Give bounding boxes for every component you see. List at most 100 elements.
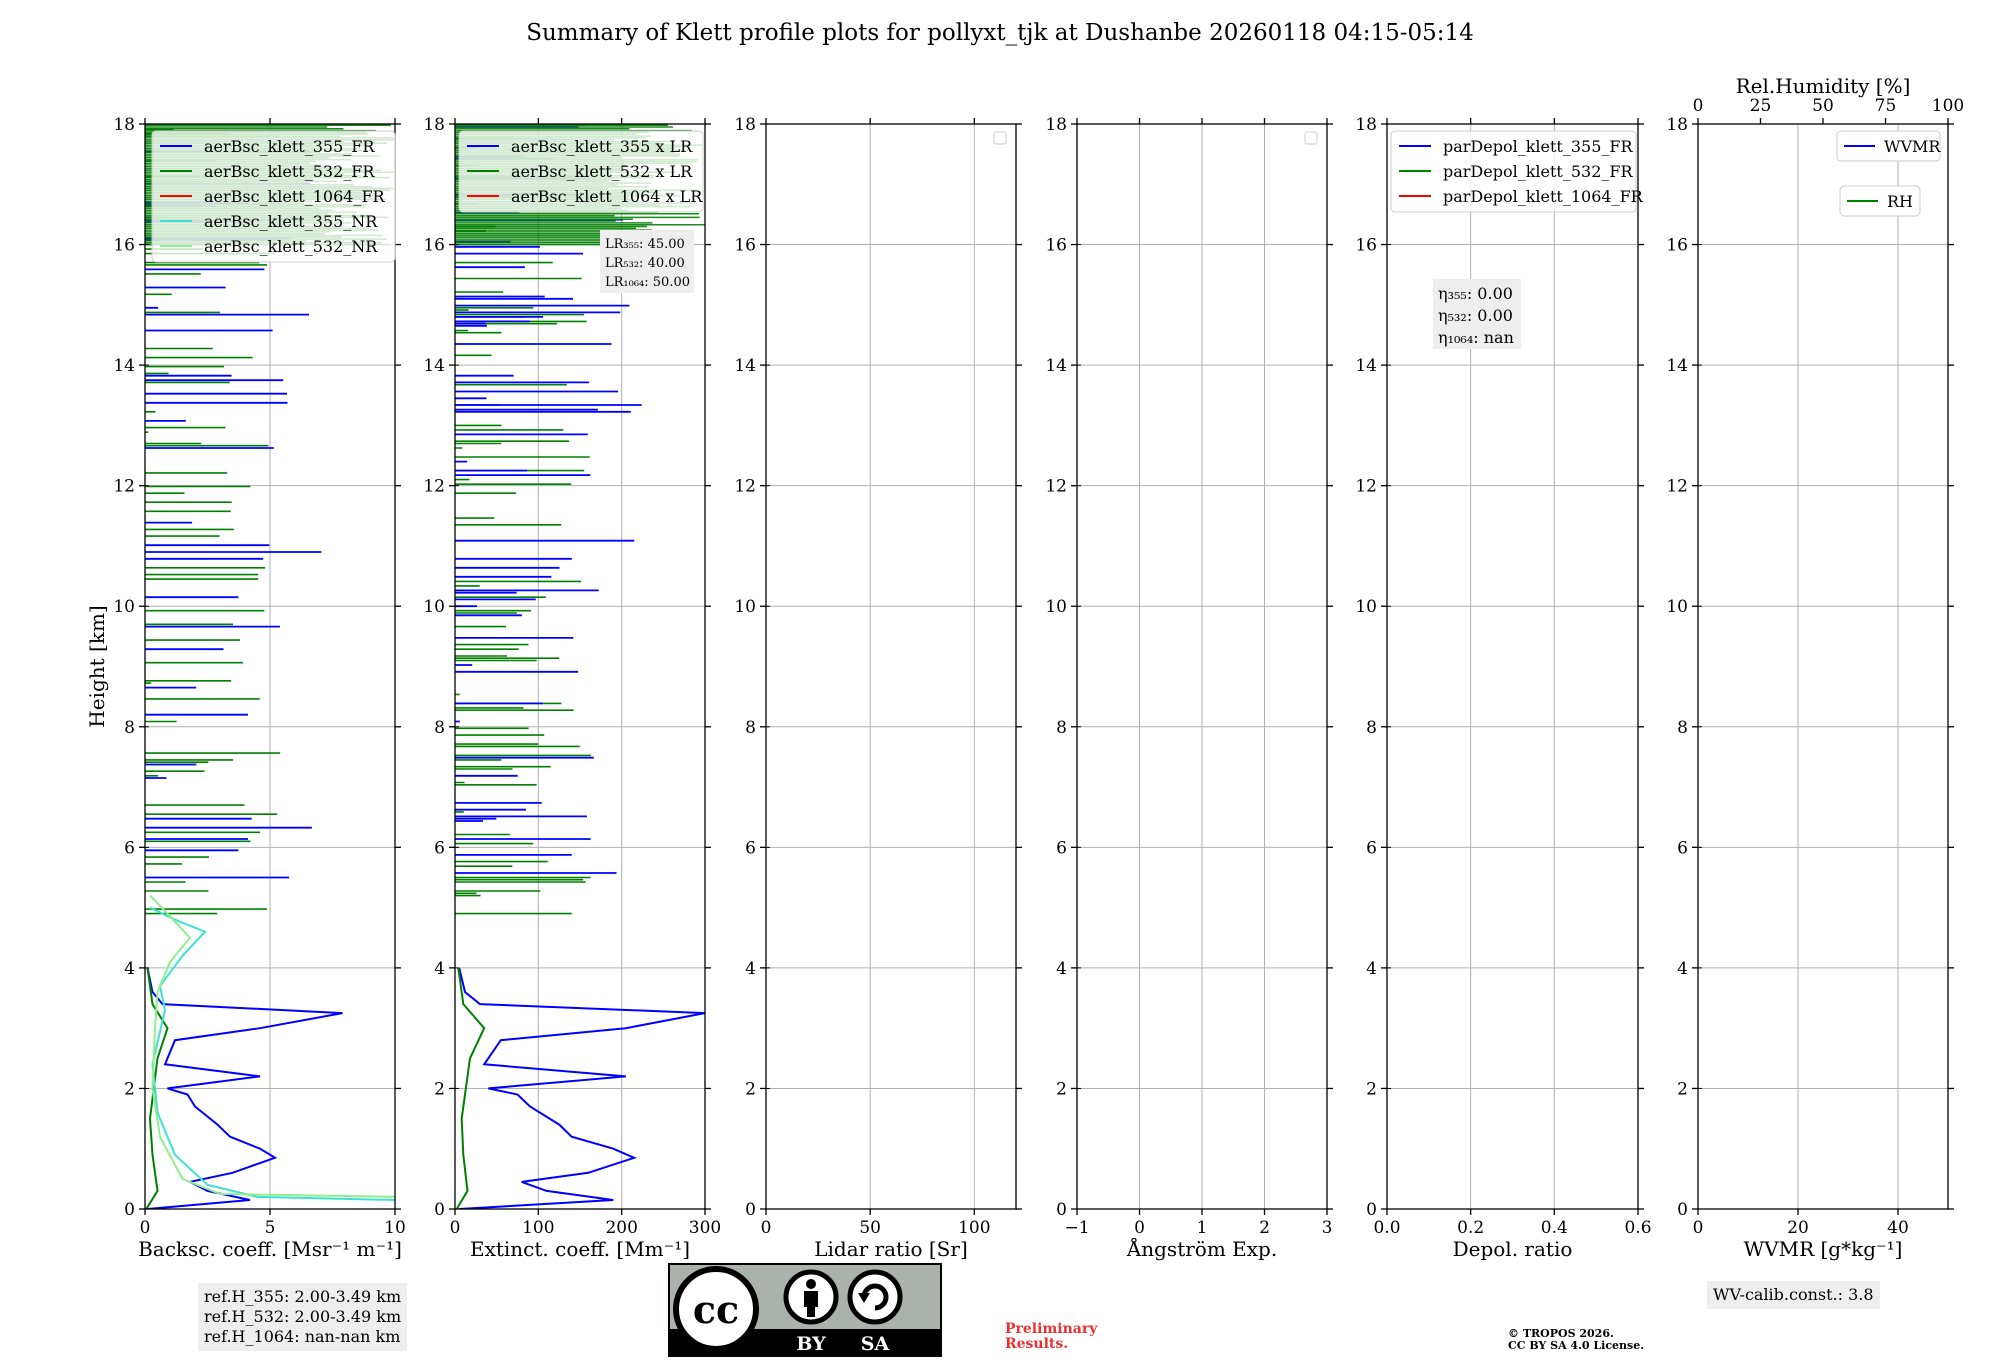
copyright-line-1: © TROPOS 2026.: [1508, 1327, 1614, 1340]
legend-label: aerBsc_klett_532_NR: [204, 237, 378, 256]
y-tick-label: 16: [113, 236, 135, 256]
top-x-axis-label: Rel.Humidity [%]: [1736, 74, 1911, 98]
y-tick-label: 4: [745, 959, 756, 979]
top-x-tick-label: 75: [1875, 96, 1897, 116]
legend-depol: parDepol_klett_355_FR parDepol_klett_532_…: [1390, 130, 1644, 213]
top-x-tick-label: 25: [1750, 96, 1772, 116]
figure-title: Summary of Klett profile plots for polly…: [526, 20, 1474, 46]
top-x-tick-label: 100: [1932, 96, 1964, 116]
x-tick-label: 100: [958, 1218, 990, 1238]
y-tick-label: 14: [1666, 356, 1688, 376]
x-tick-label: 0: [1134, 1218, 1145, 1238]
eta-annotation: η₃₅₅: 0.00 η₅₃₂: 0.00 η₁₀₆₄: nan: [1433, 279, 1521, 349]
y-tick-label: 6: [745, 838, 756, 858]
y-tick-label: 2: [1677, 1079, 1688, 1099]
preliminary-line-2: Results.: [1005, 1336, 1069, 1352]
y-tick-label: 8: [434, 718, 445, 738]
legend-label: aerBsc_klett_532 x LR: [511, 162, 693, 181]
y-tick-label: 6: [124, 838, 135, 858]
x-tick-label: 0.0: [1373, 1218, 1400, 1238]
x-tick-label: 5: [265, 1218, 276, 1238]
series-aerBsc_klett_532 x LR: [455, 967, 486, 1209]
y-tick-label: 16: [734, 236, 756, 256]
y-tick-label: 0: [1056, 1200, 1067, 1220]
legend-label: WVMR: [1884, 137, 1941, 156]
annotation-box: [600, 230, 694, 293]
lidar-ratio-text: LR₁₀₆₄: 50.00: [605, 275, 690, 290]
preliminary-line-1: Preliminary: [1005, 1321, 1098, 1337]
y-tick-label: 14: [734, 356, 756, 376]
y-tick-label: 10: [1666, 597, 1688, 617]
y-tick-label: 2: [434, 1079, 445, 1099]
legend-label: aerBsc_klett_1064_FR: [204, 187, 386, 206]
y-tick-label: 18: [1045, 115, 1067, 135]
x-tick-label: 10: [384, 1218, 406, 1238]
legend-label: aerBsc_klett_1064 x LR: [511, 187, 703, 206]
y-tick-label: 14: [1355, 356, 1377, 376]
y-tick-label: 2: [1056, 1079, 1067, 1099]
x-axis-label: Ångström Exp.: [1126, 1236, 1277, 1261]
legend-frame: [151, 130, 396, 263]
empty-legend-box: [1304, 131, 1318, 145]
legend-rh: RH: [1839, 185, 1921, 217]
y-tick-label: 16: [1355, 236, 1377, 256]
y-tick-label: 4: [434, 959, 445, 979]
sa-share-alike-icon: [847, 1269, 903, 1325]
x-tick-label: −1: [1064, 1218, 1089, 1238]
ref-height-355: ref.H_355: 2.00-3.49 km: [204, 1287, 402, 1306]
y-tick-label: 0: [745, 1200, 756, 1220]
legend-label: parDepol_klett_1064_FR: [1443, 187, 1644, 206]
lidar-ratio-annotation: LR₃₅₅: 45.00 LR₅₃₂: 40.00 LR₁₀₆₄: 50.00: [600, 230, 694, 293]
x-tick-label: 40: [1887, 1218, 1909, 1238]
x-tick-label: 100: [522, 1218, 554, 1238]
x-tick-label: 0.2: [1457, 1218, 1484, 1238]
sa-label: SA: [861, 1333, 890, 1355]
y-tick-label: 10: [1045, 597, 1067, 617]
y-tick-label: 16: [423, 236, 445, 256]
y-tick-label: 16: [1666, 236, 1688, 256]
y-tick-label: 0: [1677, 1200, 1688, 1220]
top-x-tick-label: 0: [1693, 96, 1704, 116]
cc-circle-icon: [673, 1266, 759, 1352]
legend-label: aerBsc_klett_355_FR: [204, 137, 375, 156]
ref-height-532: ref.H_532: 2.00-3.49 km: [204, 1307, 402, 1326]
y-tick-label: 18: [1355, 115, 1377, 135]
plot-area-backscatter: [145, 124, 395, 1209]
panel-depol: 0 2 4 6 8 10 12 14 16 18 0.0 0.2 0.4 0.6 Depol. ratio p…: [1355, 115, 1651, 1261]
y-tick-label: 10: [113, 597, 135, 617]
by-label: BY: [796, 1333, 826, 1355]
series-aerBsc_klett_355_NR: [149, 906, 395, 1201]
x-tick-label: 3: [1322, 1218, 1333, 1238]
x-axis-label: Backsc. coeff. [Msr⁻¹ m⁻¹]: [138, 1237, 402, 1261]
legend-label: RH: [1887, 192, 1913, 211]
wv-calibration-box: WV-calib.const.: 3.8: [1707, 1281, 1880, 1309]
x-axis-label: Lidar ratio [Sr]: [814, 1237, 968, 1261]
legend-frame: [1839, 185, 1921, 217]
y-tick-label: 6: [1056, 838, 1067, 858]
y-tick-label: 10: [423, 597, 445, 617]
y-tick-label: 8: [1056, 718, 1067, 738]
y-tick-label: 0: [124, 1200, 135, 1220]
axes-frame: [1697, 123, 1949, 1210]
y-tick-label: 2: [124, 1079, 135, 1099]
y-tick-label: 8: [745, 718, 756, 738]
y-tick-label: 16: [1045, 236, 1067, 256]
legend-label: aerBsc_klett_355_NR: [204, 212, 378, 231]
y-tick-label: 4: [124, 959, 135, 979]
y-tick-label: 0: [1366, 1200, 1377, 1220]
empty-legend-box: [993, 131, 1007, 145]
copyright-note: © TROPOS 2026. CC BY SA 4.0 License.: [1508, 1328, 1644, 1352]
plot-area-extinction: [455, 124, 705, 1209]
preliminary-note: Preliminary Results.: [1005, 1322, 1097, 1352]
y-tick-label: 10: [1355, 597, 1377, 617]
series-aerBsc_klett_532_NR: [149, 894, 395, 1198]
eta-text: η₅₃₂: 0.00: [1438, 306, 1513, 325]
y-tick-label: 12: [113, 477, 135, 497]
y-tick-label: 14: [423, 356, 445, 376]
x-axis-label: Extinct. coeff. [Mm⁻¹]: [470, 1237, 690, 1261]
series-aerBsc_klett_355 x LR: [458, 967, 705, 1209]
y-tick-label: 2: [1366, 1079, 1377, 1099]
x-tick-label: 300: [689, 1218, 721, 1238]
